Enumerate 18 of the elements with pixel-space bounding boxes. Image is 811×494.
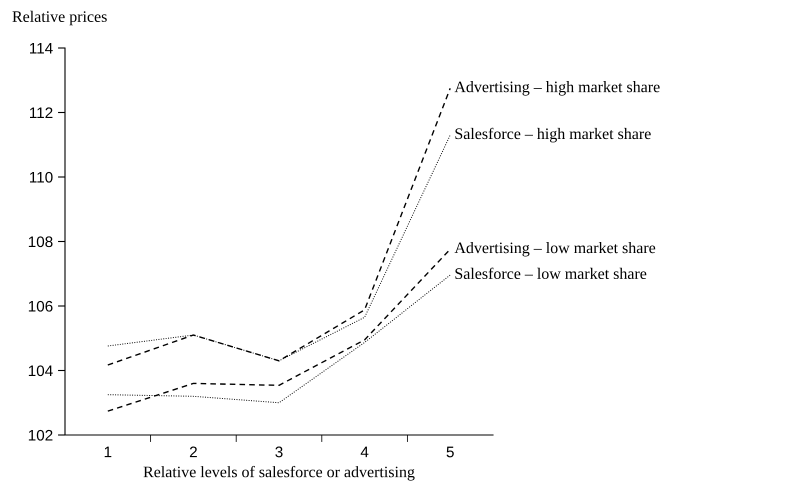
y-tick-label: 102 (28, 430, 52, 441)
x-axis-title: Relative levels of salesforce or advertising (144, 466, 415, 481)
series-label: Advertising – high market share (454, 81, 660, 96)
x-tick-label: 4 (360, 446, 368, 458)
y-tick-label: 112 (30, 107, 52, 118)
x-tick-label: 3 (275, 446, 283, 458)
series-label: Advertising – low market share (454, 242, 656, 257)
y-axis-title: Relative prices (12, 10, 107, 26)
y-tick-label: 108 (28, 236, 53, 248)
y-tick-label: 106 (28, 300, 53, 312)
series-label: Salesforce – high market share (455, 128, 651, 142)
x-tick-label: 1 (104, 446, 112, 458)
x-tick-label: 5 (446, 446, 454, 458)
x-tick-label: 2 (190, 446, 197, 458)
y-tick-label: 104 (28, 365, 53, 376)
y-tick-label: 110 (30, 172, 53, 183)
y-tick-label: 114 (30, 43, 53, 54)
series-label: Salesforce – low market share (455, 268, 646, 280)
